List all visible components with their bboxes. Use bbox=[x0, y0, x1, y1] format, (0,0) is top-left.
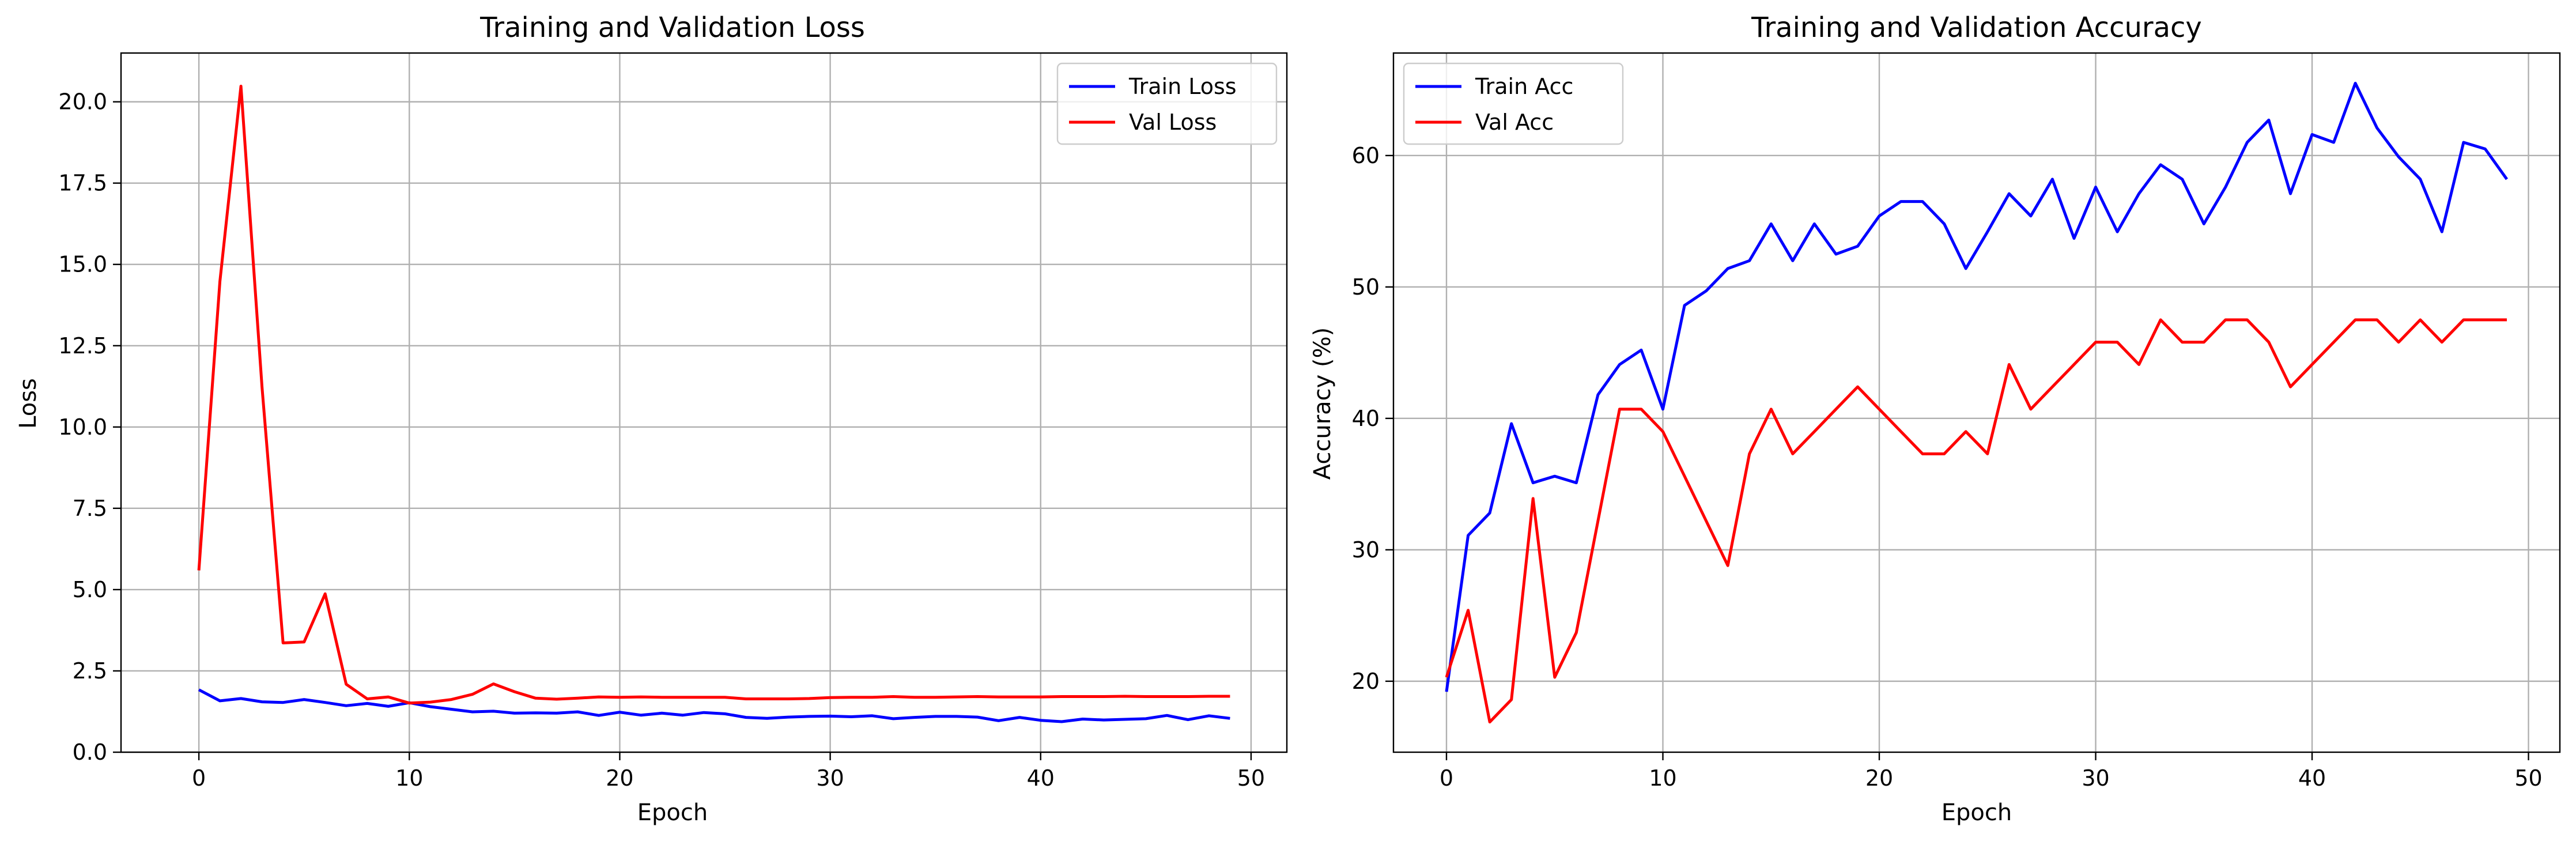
accuracy-x-tick-label: 50 bbox=[2514, 765, 2542, 791]
loss-series-line-2 bbox=[197, 85, 1230, 705]
loss-y-tick-label: 0.0 bbox=[73, 740, 107, 765]
loss-y-tick-label: 12.5 bbox=[58, 333, 107, 359]
loss-x-tick-label: 10 bbox=[395, 765, 423, 791]
loss-legend-label-1: Train Loss bbox=[1128, 74, 1237, 99]
loss-x-tick-label: 20 bbox=[606, 765, 633, 791]
loss-y-axis-label: Loss bbox=[15, 378, 41, 429]
loss-y-tick-label: 20.0 bbox=[58, 89, 107, 115]
accuracy-x-tick-label: 20 bbox=[1865, 765, 1893, 791]
accuracy-y-tick-label: 40 bbox=[1352, 406, 1380, 431]
loss-axes-frame bbox=[120, 52, 1288, 753]
accuracy-y-tick-label: 50 bbox=[1352, 274, 1380, 300]
loss-x-tick-label: 30 bbox=[816, 765, 844, 791]
accuracy-legend-label-1: Train Acc bbox=[1475, 74, 1573, 99]
accuracy-y-tick-label: 20 bbox=[1352, 669, 1380, 694]
loss-x-tick-label: 50 bbox=[1237, 765, 1265, 791]
loss-legend-label-2: Val Loss bbox=[1129, 110, 1217, 135]
loss-series-line-1 bbox=[198, 688, 1230, 723]
accuracy-plot-area: 0 10 20 30 40 50 20 30 40 50 60 Train Acc Val Acc bbox=[1352, 52, 2561, 791]
accuracy-y-tick-label: 60 bbox=[1352, 143, 1380, 168]
accuracy-panel: Training and Validation Accuracy Epoch A… bbox=[1309, 12, 2561, 826]
loss-y-tick-label: 17.5 bbox=[58, 171, 107, 196]
accuracy-chart-title: Training and Validation Accuracy bbox=[1751, 12, 2202, 44]
accuracy-legend: Train Acc Val Acc bbox=[1403, 62, 1624, 145]
loss-chart-title: Training and Validation Loss bbox=[479, 12, 865, 44]
accuracy-x-tick-label: 10 bbox=[1649, 765, 1676, 791]
loss-panel: Training and Validation Loss Epoch Loss … bbox=[15, 12, 1288, 826]
accuracy-y-tick-label: 30 bbox=[1352, 537, 1380, 563]
loss-x-tick-label: 0 bbox=[192, 765, 206, 791]
accuracy-legend-box bbox=[1403, 62, 1624, 145]
accuracy-x-tick-label: 40 bbox=[2298, 765, 2326, 791]
loss-y-tick-label: 5.0 bbox=[73, 577, 107, 602]
loss-y-tick-label: 2.5 bbox=[73, 658, 107, 684]
accuracy-series-line-1 bbox=[1445, 81, 2509, 692]
loss-x-tick-label: 40 bbox=[1027, 765, 1055, 791]
accuracy-x-tick-label: 0 bbox=[1440, 765, 1453, 791]
accuracy-y-axis-label: Accuracy (%) bbox=[1309, 327, 1336, 480]
accuracy-series-line-2 bbox=[1445, 318, 2507, 724]
loss-legend-box bbox=[1056, 62, 1278, 145]
loss-plot-area: 0 10 20 30 40 50 0.0 2.5 5.0 7.5 10.0 12.5 15.0 17.5 2… bbox=[58, 52, 1288, 791]
loss-y-tick-label: 15.0 bbox=[58, 252, 107, 277]
accuracy-x-axis-label: Epoch bbox=[1942, 799, 2012, 826]
accuracy-legend-label-2: Val Acc bbox=[1475, 110, 1554, 135]
accuracy-x-tick-label: 30 bbox=[2082, 765, 2109, 791]
loss-y-tick-label: 10.0 bbox=[58, 414, 107, 440]
loss-x-axis-label: Epoch bbox=[637, 799, 708, 826]
accuracy-axes-frame bbox=[1392, 52, 2561, 753]
loss-y-tick-label: 7.5 bbox=[73, 496, 107, 521]
loss-legend: Train Loss Val Loss bbox=[1056, 62, 1278, 145]
